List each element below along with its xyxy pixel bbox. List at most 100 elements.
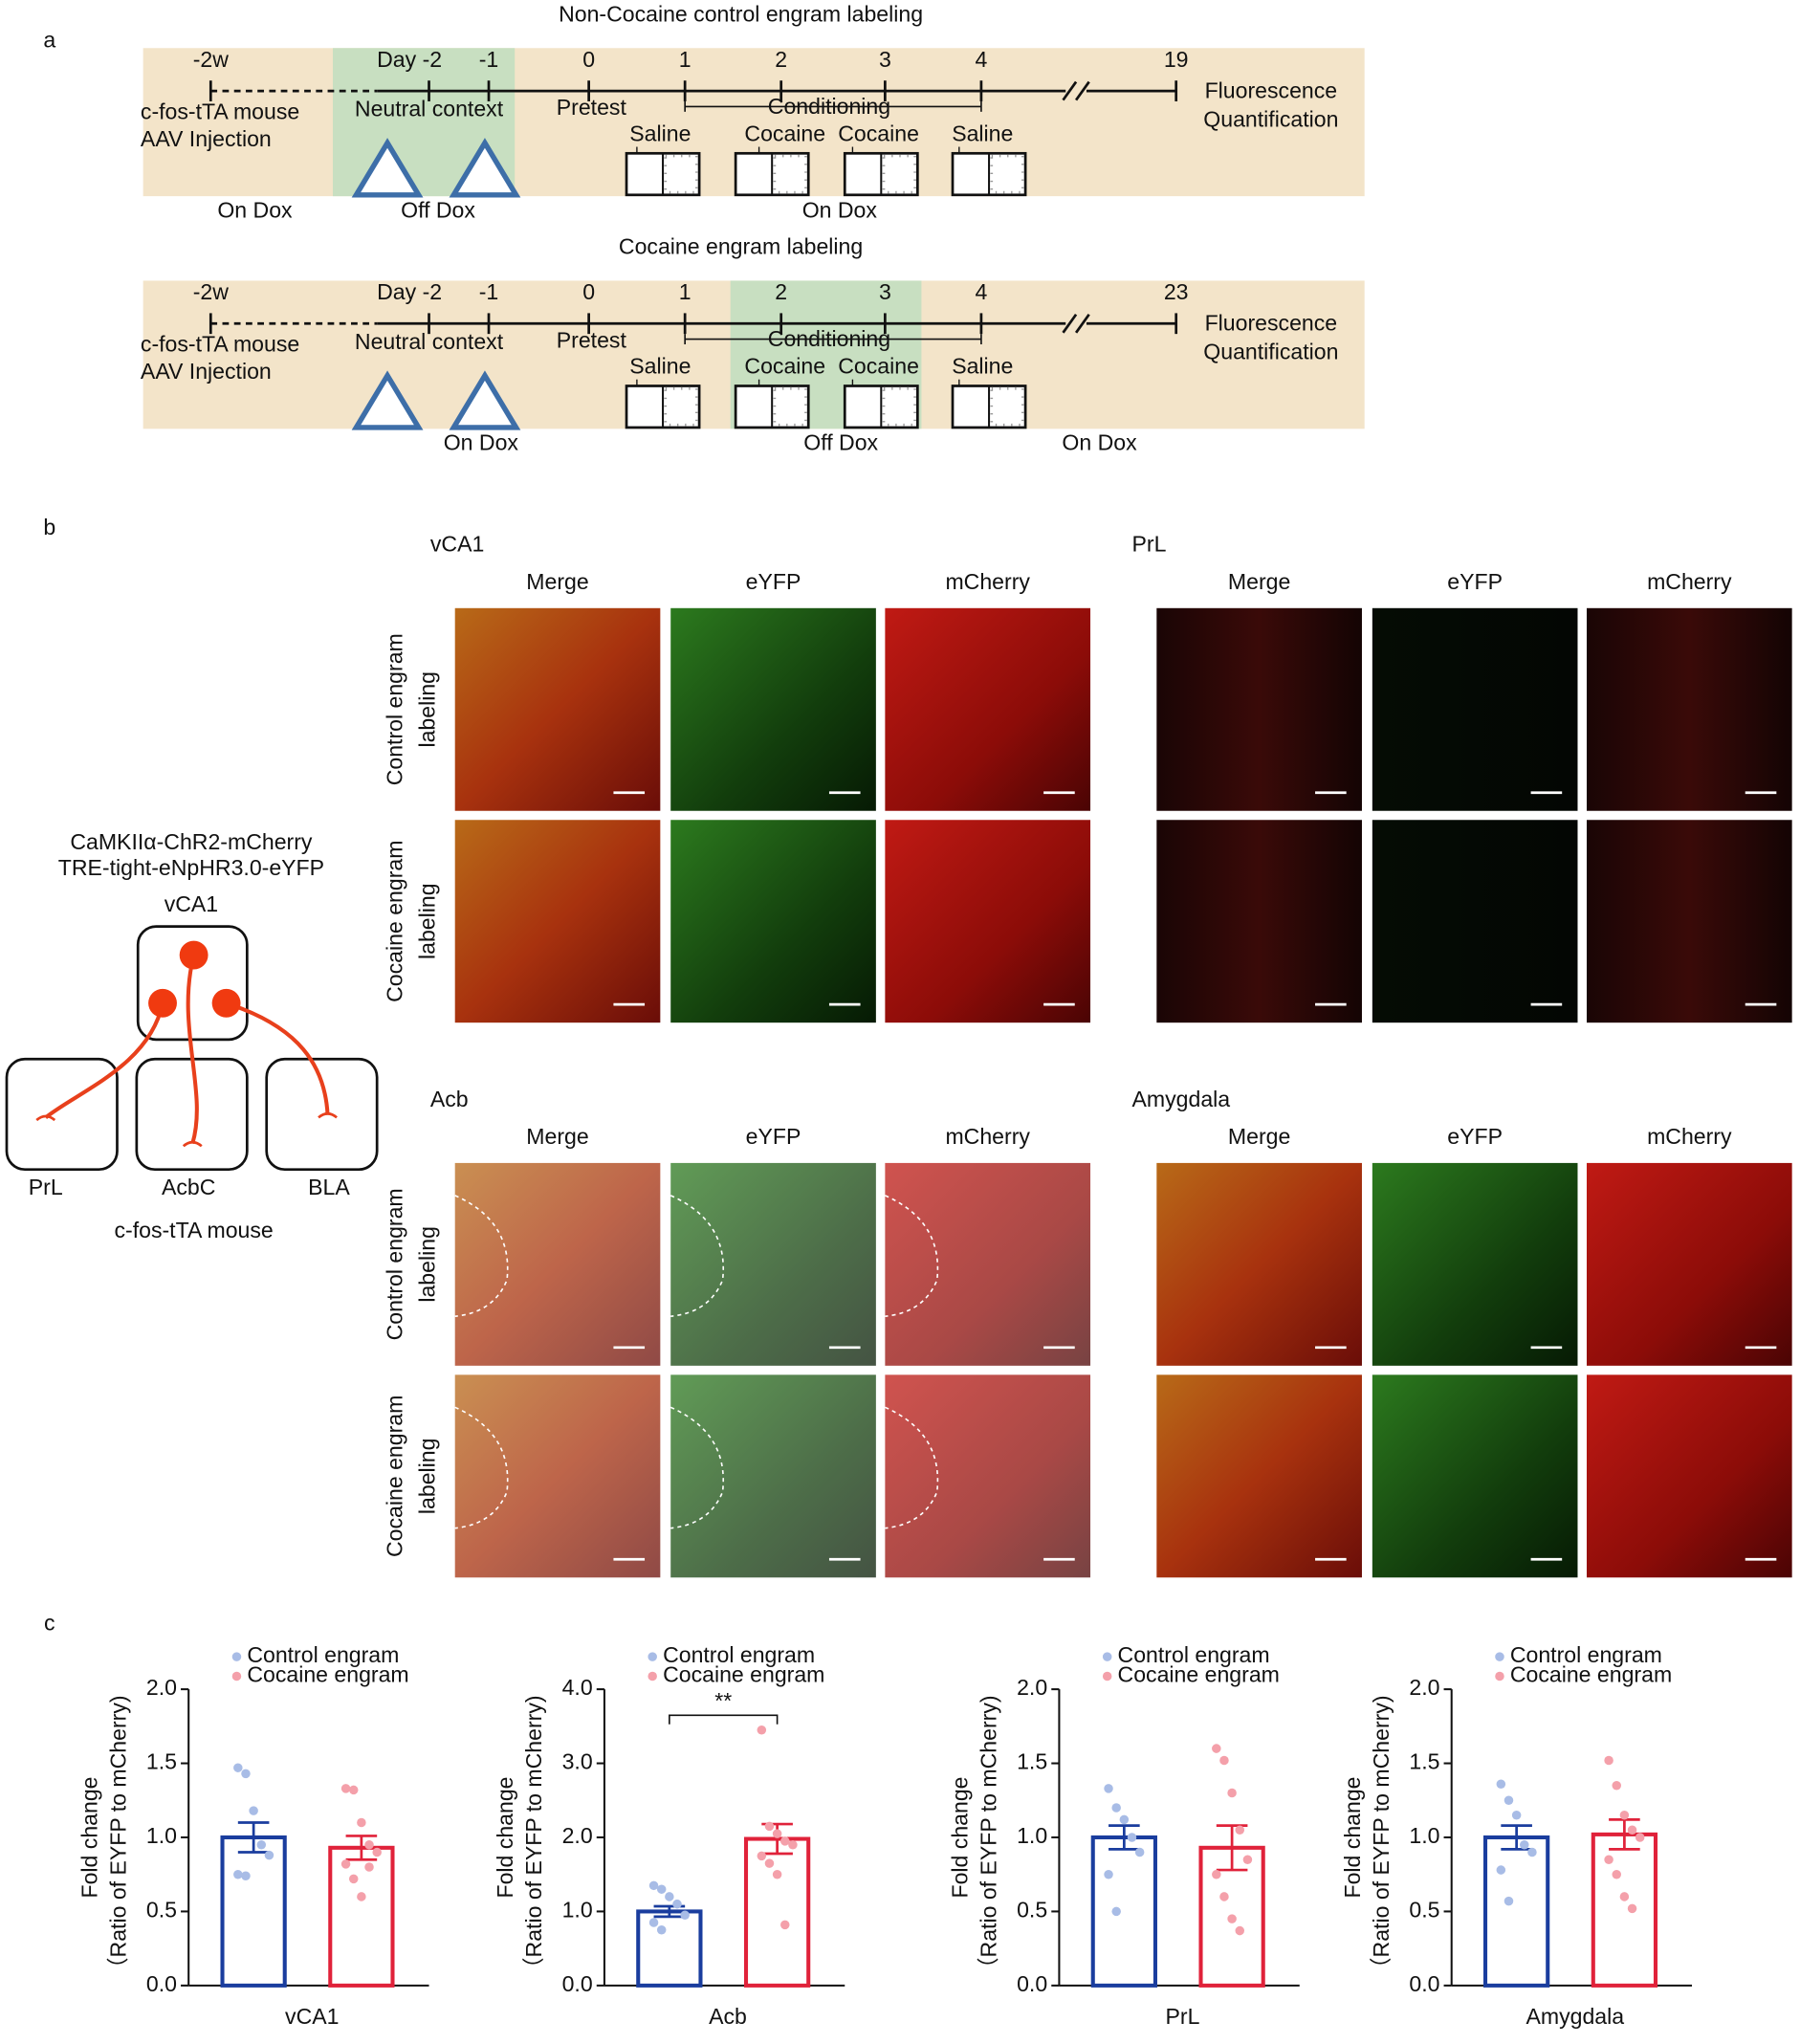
data-point — [1212, 1744, 1221, 1753]
label: eYFP — [1447, 569, 1503, 594]
label: Merge — [526, 1124, 588, 1149]
label: （Ratio of EYFP to mCherry) — [1369, 1695, 1394, 1979]
label: Cocaine — [744, 354, 825, 379]
label: Amygdala — [1526, 2004, 1624, 2029]
data-point — [1612, 1781, 1621, 1791]
label: Control engram — [383, 633, 407, 785]
label: c-fos-tTA mouse — [114, 1218, 273, 1242]
label: Off Dox — [803, 430, 878, 455]
label: Cocaine — [838, 121, 919, 145]
data-point — [364, 1862, 374, 1872]
data-point — [1496, 1865, 1506, 1875]
y-tick-label: 0.0 — [146, 1971, 177, 1996]
bar — [220, 1835, 287, 1988]
label: Fold change — [493, 1776, 517, 1898]
label: Fluorescence — [1205, 78, 1338, 103]
micrograph — [1372, 1374, 1578, 1578]
data-point — [1496, 1779, 1506, 1789]
label: Cocaine — [744, 121, 825, 145]
label: Cocaine engram labeling — [619, 234, 863, 259]
data-point — [256, 1839, 267, 1850]
timeline-tick: 3 — [879, 47, 891, 72]
bar — [636, 1909, 703, 1988]
cpp-dots — [773, 154, 807, 194]
label: mCherry — [945, 1124, 1030, 1149]
label: Neutral context — [355, 97, 504, 121]
acb-outline — [670, 1195, 725, 1318]
y-tick-label: 1.0 — [562, 1898, 593, 1923]
label: Amygdala — [1132, 1087, 1231, 1111]
label: labeling — [415, 1226, 440, 1303]
legend-marker — [648, 1652, 657, 1661]
legend-marker — [648, 1671, 657, 1681]
data-point — [780, 1920, 790, 1930]
data-point — [1612, 1869, 1621, 1879]
data-point — [788, 1839, 798, 1850]
data-point — [1504, 1795, 1514, 1806]
label: Cocaine engram — [383, 841, 407, 1002]
micrograph — [1156, 1374, 1362, 1578]
y-tick-label: 1.0 — [146, 1823, 177, 1848]
y-tick-label: 1.0 — [1409, 1823, 1439, 1848]
micrograph — [885, 1374, 1091, 1578]
micrograph — [454, 820, 661, 1023]
y-tick-label: 1.5 — [1017, 1749, 1047, 1774]
label: Non-Cocaine control engram labeling — [559, 1, 923, 26]
label: Saline — [629, 121, 691, 145]
data-point — [764, 1858, 775, 1868]
line — [1074, 313, 1090, 334]
label: Fluorescence — [1205, 311, 1338, 336]
bar — [1090, 1835, 1157, 1988]
context-triangle — [449, 370, 521, 430]
data-point — [233, 1763, 243, 1772]
micrograph — [454, 1162, 661, 1366]
axon — [44, 1002, 165, 1119]
timeline-tick: -1 — [479, 279, 499, 304]
line — [1062, 80, 1078, 101]
label: Merge — [1228, 569, 1290, 594]
label: （Ratio of EYFP to mCherry) — [977, 1695, 1001, 1979]
region-box — [265, 1057, 379, 1172]
data-point — [233, 1869, 243, 1879]
y-tick-label: 0.0 — [1409, 1971, 1439, 1996]
timeline-tick: 0 — [582, 47, 595, 72]
timeline-tick: 1 — [679, 47, 691, 72]
label: mCherry — [1647, 1124, 1732, 1149]
axon — [186, 955, 199, 1145]
label: PrL — [1132, 532, 1167, 557]
terminal — [182, 1140, 203, 1148]
micrograph — [1156, 820, 1362, 1023]
acb-outline — [885, 1195, 939, 1318]
legend-marker — [1495, 1652, 1504, 1661]
error-bar — [237, 1821, 270, 1854]
legend-marker — [231, 1652, 242, 1661]
label: On Dox — [1062, 430, 1137, 455]
timeline-tick: -2w — [193, 47, 230, 72]
label: Merge — [526, 569, 588, 594]
y-tick-label: 1.5 — [1409, 1749, 1439, 1774]
micrograph — [1372, 1162, 1578, 1366]
data-point — [648, 1880, 659, 1891]
label: （Ratio of EYFP to mCherry) — [521, 1695, 546, 1979]
context-triangle — [351, 138, 424, 198]
data-point — [780, 1836, 790, 1846]
data-point — [357, 1892, 366, 1901]
y-tick-label: 4.0 — [562, 1675, 593, 1700]
micrograph — [454, 607, 661, 811]
y-tick-label: 0.0 — [1017, 1971, 1047, 1996]
timeline-tick: 4 — [975, 47, 987, 72]
label: labeling — [415, 1439, 440, 1515]
label: labeling — [415, 883, 440, 959]
neuron — [211, 988, 241, 1018]
label: Pretest — [557, 95, 627, 120]
cpp-dots — [882, 386, 916, 427]
label: vCA1 — [285, 2004, 339, 2029]
label: eYFP — [746, 569, 801, 594]
data-point — [1227, 1788, 1237, 1798]
legend-label: Control engram — [1118, 1642, 1270, 1667]
cpp-dots — [773, 386, 807, 427]
micrograph — [885, 607, 1091, 811]
data-point — [340, 1784, 351, 1793]
context-triangle — [449, 138, 521, 198]
